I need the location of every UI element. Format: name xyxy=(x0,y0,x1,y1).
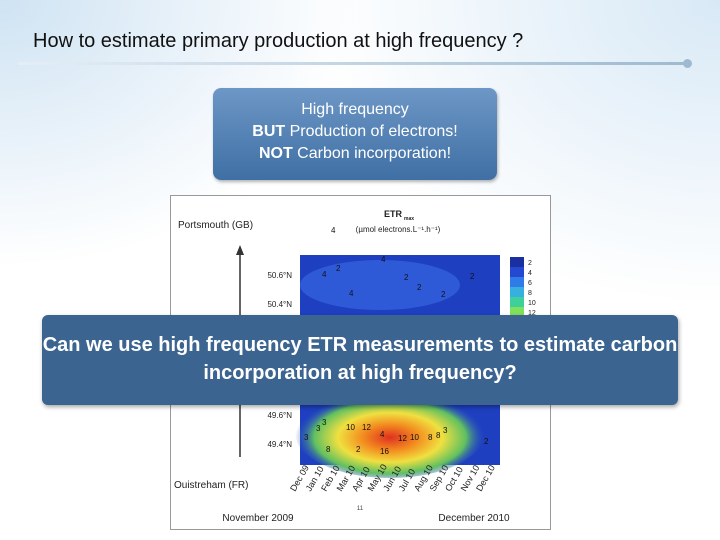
latitude-label: 50.4°N xyxy=(267,300,292,309)
contour-label: 4 xyxy=(349,289,354,298)
arrow-head xyxy=(236,245,244,255)
contour-label: 2 xyxy=(356,445,361,454)
contour-label: 3 xyxy=(304,433,309,442)
contour-label: 12 xyxy=(362,423,371,432)
legend-swatch xyxy=(510,277,524,287)
callout-line: NOT Carbon incorporation! xyxy=(213,143,497,165)
legend-swatch xyxy=(510,287,524,297)
start-label: November 2009 xyxy=(222,513,294,524)
contour-label: 3 xyxy=(316,424,321,433)
south-label: Ouistreham (FR) xyxy=(174,480,248,491)
latitude-label: 49.4°N xyxy=(267,440,292,449)
callout: High frequency BUT Production of electro… xyxy=(213,88,497,180)
rule-dot xyxy=(683,59,692,68)
bold-word: NOT xyxy=(258,145,293,162)
callout-text: Carbon incorporation! xyxy=(292,145,452,162)
contour-label: 2 xyxy=(336,264,341,273)
unit: (µmol electrons.L⁻¹.h⁻¹) xyxy=(356,225,441,234)
contour-label: 3 xyxy=(443,426,448,435)
contour-label: 2 xyxy=(417,283,422,292)
contour-label: 8 xyxy=(428,433,433,442)
contour-label: 4 xyxy=(331,226,336,235)
contour-label: 2 xyxy=(470,272,475,281)
contour-label: 2 xyxy=(441,290,446,299)
contour-label: 16 xyxy=(380,447,389,456)
latitude-label: 50.6°N xyxy=(267,271,292,280)
measure: ETR xyxy=(384,209,403,219)
slide-title: How to estimate primary production at hi… xyxy=(33,30,524,52)
contour-label: 10 xyxy=(346,423,355,432)
legend-label: 10 xyxy=(528,300,536,307)
contour-label: 2 xyxy=(484,437,489,446)
measure-sub: max xyxy=(404,216,414,222)
contour-label: 10 xyxy=(410,433,419,442)
legend-swatch xyxy=(510,257,524,267)
contour-label: 8 xyxy=(326,445,331,454)
callout-line: High frequency xyxy=(301,101,409,118)
bold-word: BUT xyxy=(252,123,286,140)
contour-label: 4 xyxy=(380,430,385,439)
latitude-label: 49.6°N xyxy=(267,411,292,420)
contour-region xyxy=(295,388,485,478)
north-label: Portsmouth (GB) xyxy=(178,220,253,231)
legend: 2 4 6 8 10 12 xyxy=(510,257,536,317)
callout-text: Production of electrons! xyxy=(285,123,458,140)
contour-label: 3 xyxy=(322,418,327,427)
legend-label: 12 xyxy=(528,310,536,317)
legend-swatch xyxy=(510,307,524,317)
contour-label: 4 xyxy=(322,270,327,279)
contour-label: 4 xyxy=(381,255,386,264)
contour-label: 12 xyxy=(398,434,407,443)
contour-label: 2 xyxy=(404,273,409,282)
contour-label: 8 xyxy=(436,431,441,440)
end-label: December 2010 xyxy=(438,513,510,524)
legend-swatch xyxy=(510,297,524,307)
callout-line: BUT Production of electrons! xyxy=(213,121,497,143)
page-number: 11 xyxy=(357,506,364,512)
overlay-box: Can we use high frequency ETR measuremen… xyxy=(42,315,678,405)
legend-label: 6 xyxy=(528,280,532,287)
legend-label: 2 xyxy=(528,260,532,267)
title-rule xyxy=(18,62,688,65)
legend-label: 4 xyxy=(528,270,532,277)
contour-region xyxy=(300,260,460,310)
legend-label: 8 xyxy=(528,290,532,297)
legend-swatch xyxy=(510,267,524,277)
